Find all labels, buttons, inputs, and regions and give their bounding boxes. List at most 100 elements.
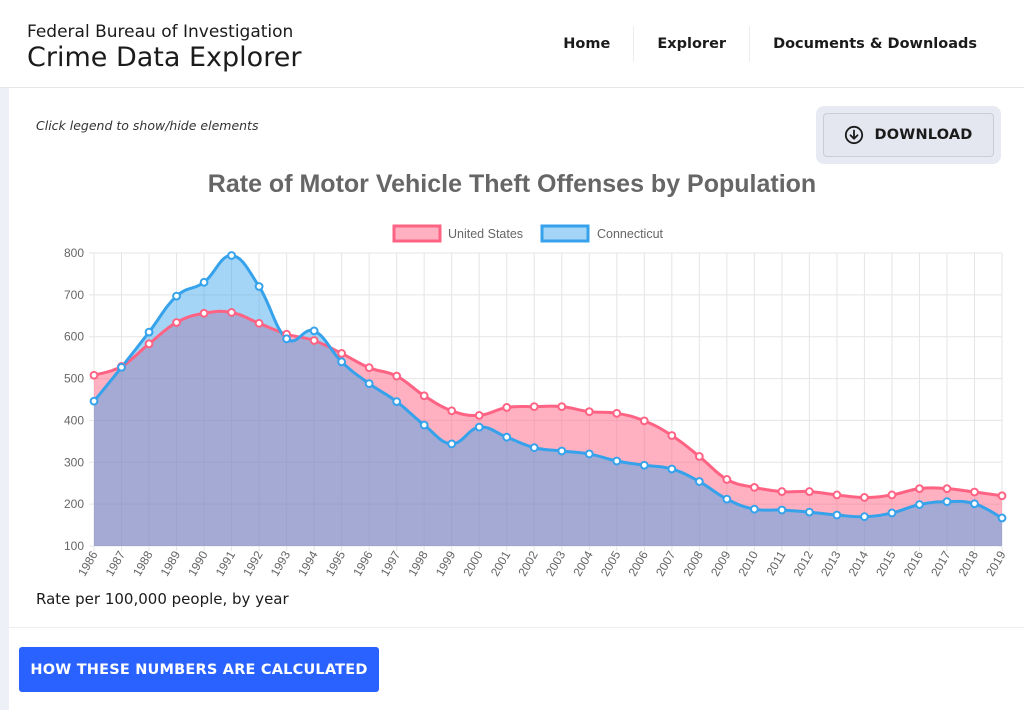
data-point	[144, 327, 154, 337]
y-tick-label: 800	[64, 246, 84, 260]
y-tick-label: 200	[64, 497, 84, 511]
data-point	[557, 446, 567, 456]
nav-explorer[interactable]: Explorer	[633, 26, 749, 62]
x-tick-label: 2000	[460, 548, 486, 578]
data-point	[89, 370, 99, 380]
data-point	[915, 484, 924, 494]
data-point	[832, 490, 842, 500]
x-tick-label: 2005	[598, 548, 624, 578]
data-point	[915, 500, 924, 509]
data-point	[667, 431, 677, 440]
legend-item-connecticut[interactable]: Connecticut	[540, 224, 664, 243]
data-point	[309, 336, 319, 345]
data-point	[777, 505, 787, 515]
x-tick-label: 2016	[901, 548, 927, 578]
data-point	[639, 460, 649, 470]
x-tick-label: 2018	[956, 548, 982, 578]
x-tick-label: 2009	[708, 548, 734, 578]
data-point	[392, 397, 402, 406]
x-tick-label: 1995	[323, 548, 349, 578]
data-point	[364, 363, 374, 373]
how-numbers-calculated-button[interactable]: HOW THESE NUMBERS ARE CALCULATED	[19, 647, 379, 692]
y-tick-label: 400	[64, 413, 84, 427]
download-container: DOWNLOAD	[816, 106, 1001, 164]
x-tick-label: 1993	[268, 548, 294, 578]
data-point	[419, 420, 429, 430]
legend-hint: Click legend to show/hide elements	[36, 118, 259, 133]
data-point	[254, 282, 264, 291]
y-tick-label: 700	[64, 288, 84, 302]
data-point	[447, 406, 457, 416]
data-point	[227, 251, 236, 260]
x-tick-label: 1990	[185, 548, 211, 578]
chart: 100 200 300 400 500 600 700 800 1986 1987 1988 1989…	[64, 224, 1009, 579]
main-nav: Home Explorer Documents & Downloads	[540, 26, 1000, 62]
series-points-connecticut	[89, 251, 1007, 523]
data-point	[584, 449, 594, 459]
data-point	[199, 308, 209, 318]
data-point	[529, 443, 539, 453]
nav-documents-downloads[interactable]: Documents & Downloads	[749, 26, 1000, 62]
data-point	[612, 408, 622, 418]
x-tick-label: 2015	[873, 548, 899, 578]
nav-home[interactable]: Home	[563, 36, 611, 52]
rate-footnote: Rate per 100,000 people, by year	[36, 590, 289, 608]
series-area-united-states	[94, 311, 1002, 546]
data-point	[832, 510, 842, 520]
data-point	[117, 362, 126, 372]
x-tick-label: 1991	[213, 548, 239, 578]
data-point	[89, 396, 99, 406]
x-tick-label: 2017	[928, 548, 954, 578]
data-point	[860, 493, 869, 502]
data-point	[804, 507, 814, 517]
data-point	[722, 494, 732, 504]
brand-title: Crime Data Explorer	[27, 42, 302, 73]
x-tick-label: 1999	[433, 548, 459, 578]
data-point	[172, 291, 181, 301]
data-point	[639, 416, 649, 426]
x-tick-label: 1992	[240, 548, 266, 578]
data-point	[282, 334, 292, 344]
data-point	[970, 499, 979, 509]
x-tick-label: 1997	[378, 548, 404, 578]
data-point	[749, 504, 759, 514]
data-point	[557, 402, 567, 412]
legend-swatch	[392, 224, 442, 243]
data-point	[474, 411, 484, 420]
data-point	[694, 452, 704, 461]
data-point	[584, 407, 594, 417]
legend-label: United States	[448, 227, 523, 241]
data-point	[419, 391, 429, 401]
data-point	[970, 487, 979, 497]
left-rail	[0, 88, 9, 710]
data-point	[887, 490, 897, 500]
data-point	[337, 357, 347, 367]
x-tick-label: 1989	[158, 548, 184, 578]
download-label: DOWNLOAD	[874, 127, 973, 143]
data-point	[502, 403, 512, 412]
data-point	[749, 483, 759, 492]
data-point	[942, 484, 952, 494]
data-point	[997, 491, 1007, 501]
x-tick-label: 1994	[295, 548, 321, 578]
series-area-connecticut	[94, 255, 1002, 547]
x-tick-label: 1988	[130, 548, 156, 578]
brand[interactable]: Federal Bureau of Investigation Crime Da…	[27, 22, 301, 74]
data-point	[227, 308, 236, 317]
legend-item-united-states[interactable]: United States	[392, 224, 523, 243]
data-point	[942, 497, 952, 507]
y-tick-label: 500	[64, 372, 84, 386]
brand-agency: Federal Bureau of Investigation	[27, 22, 294, 42]
x-axis-ticks: 1986 1987 1988 1989 1990 1991 1992 1993 1994 1995…	[75, 548, 1009, 578]
data-point	[529, 402, 539, 412]
section-divider	[9, 627, 1024, 628]
y-tick-label: 300	[64, 455, 84, 469]
x-tick-label: 2003	[543, 548, 569, 578]
x-tick-label: 2010	[735, 548, 761, 578]
download-button[interactable]: DOWNLOAD	[823, 113, 994, 157]
data-point	[199, 277, 209, 287]
chart-title: Rate of Motor Vehicle Theft Offenses by …	[207, 170, 817, 198]
data-point	[722, 475, 732, 484]
data-point	[392, 371, 402, 381]
x-tick-label: 2008	[680, 548, 706, 578]
